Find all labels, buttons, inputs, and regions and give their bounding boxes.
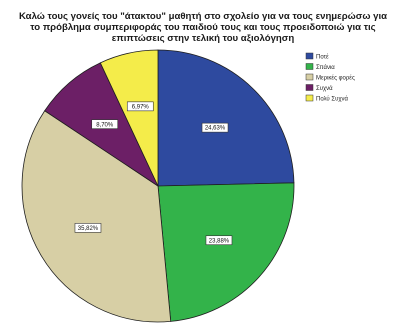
legend-label-0: Ποτέ [316, 54, 329, 61]
slice-label-box-1 [205, 235, 233, 246]
pie-slice-0 [157, 49, 295, 187]
chart-title-line-2: το πρόβλημα συμπεριφοράς του παιδιού του… [30, 22, 376, 33]
chart-title-line-1: Καλώ τους γονείς του "άτακτου" μαθητή στ… [18, 11, 388, 22]
slice-label-4: 6,97% [132, 104, 150, 110]
pie-slice-1 [157, 182, 295, 322]
legend-label-1: Σπάνια [316, 64, 335, 71]
slice-label-box-2 [74, 223, 102, 233]
legend-swatch-4 [305, 94, 314, 102]
legend-label-3: Συχνά [316, 85, 333, 92]
legend-swatch-2 [305, 73, 314, 81]
slice-label-2: 35,82% [78, 226, 99, 232]
pie-slices [21, 49, 295, 323]
legend-label-2: Μερικές φορές [316, 75, 355, 82]
pie-slice-4 [99, 49, 159, 187]
slice-label-0: 24,63% [205, 126, 226, 132]
slice-label-box-3 [91, 119, 119, 129]
legend-swatch-3 [305, 84, 314, 91]
pie-slice-2 [21, 110, 172, 323]
legend-swatch-0 [305, 52, 314, 60]
pie-slice-labels: 24,63% 23,88% 35,82% 8,70% 6,97% [74, 101, 233, 246]
chart-title-line-3: επιπτώσεις στην τελική του αξιολόγηση [111, 33, 295, 44]
slice-label-box-0 [201, 122, 229, 133]
slice-label-1: 23,88% [209, 238, 230, 244]
legend: Ποτέ Σπάνια Μερικές φορές Συχνά Πολύ Συχνά [305, 52, 355, 103]
slice-label-box-4 [126, 101, 154, 112]
slice-label-3: 8,70% [96, 122, 114, 128]
legend-swatch-1 [305, 63, 314, 70]
legend-label-4: Πολύ Συχνά [316, 96, 349, 103]
